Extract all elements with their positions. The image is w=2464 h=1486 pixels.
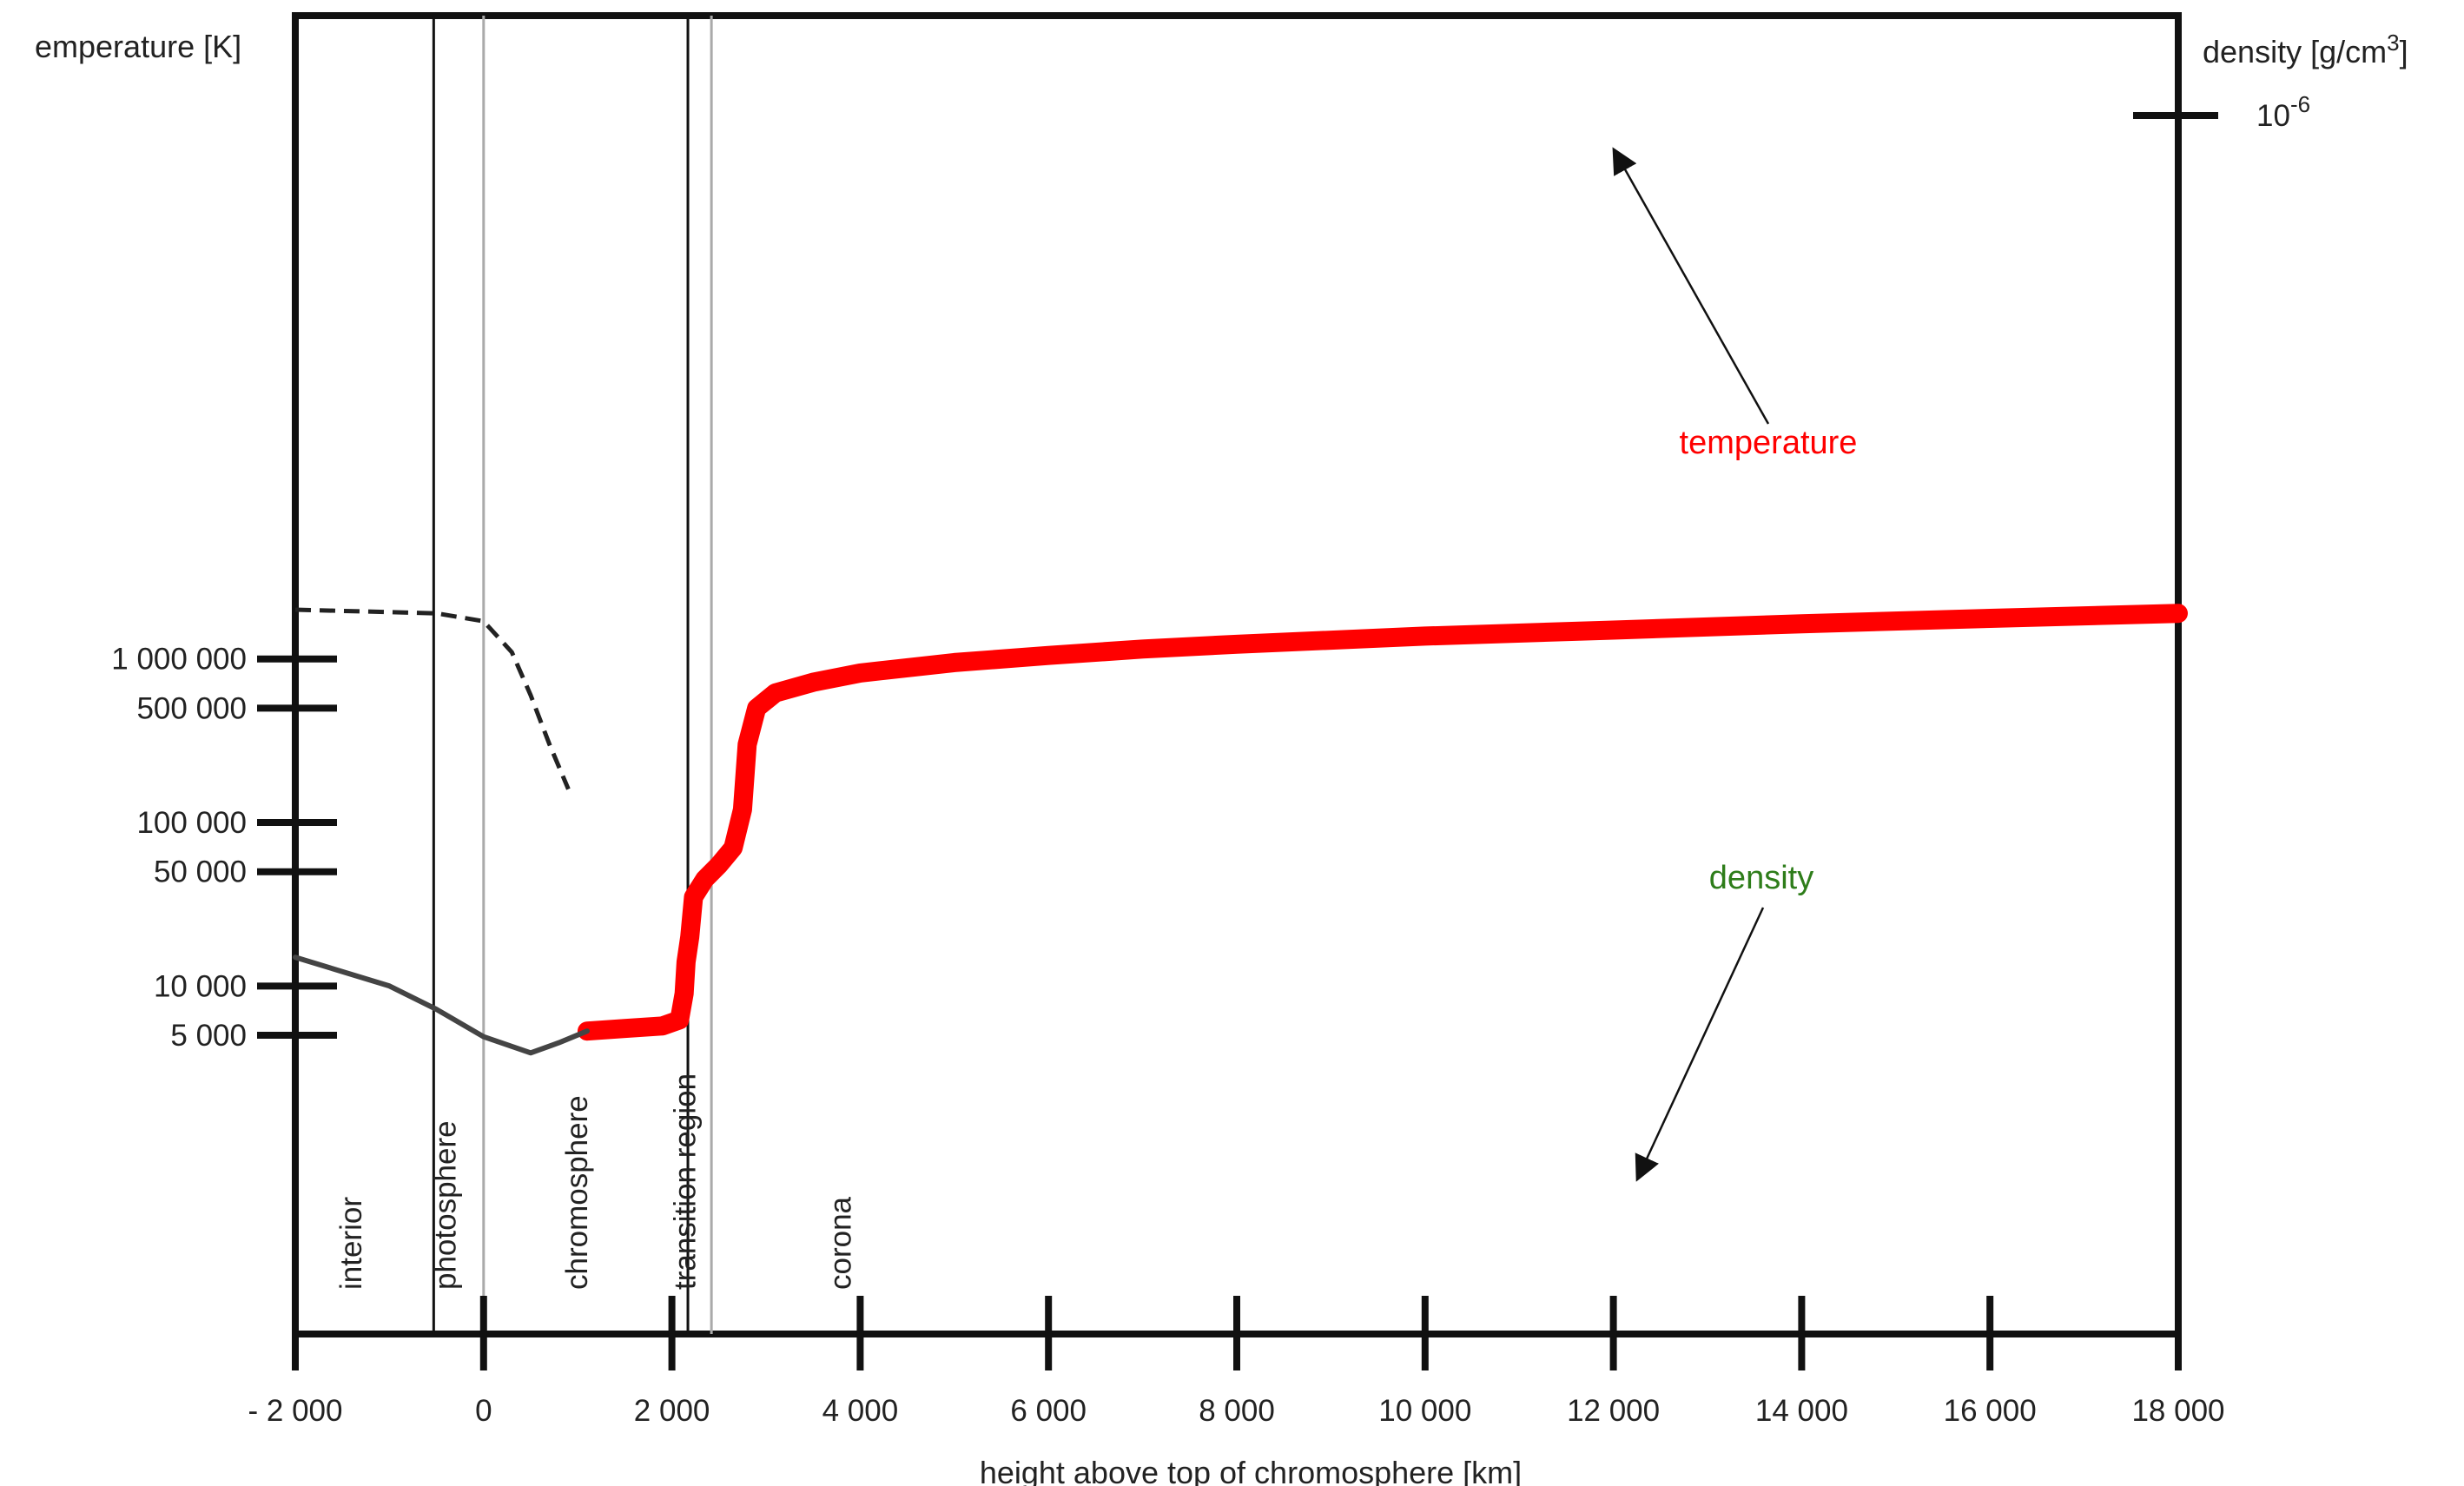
x-axis: - 2 000 0 2 000 4 000 6 000 8 000 10 000 12 000… — [248, 1296, 2225, 1428]
y-left-tick-label-0: 1 000 000 — [111, 643, 247, 677]
y-right-axis-title-sup: 3 — [2387, 30, 2399, 56]
y-left-tick-label-5: 5 000 — [170, 1019, 247, 1053]
region-label-corona: corona — [824, 1196, 858, 1290]
x-tick-label-3: 4 000 — [822, 1394, 899, 1428]
region-label-transition-region: transition region — [669, 1073, 703, 1290]
x-tick-label-10: 18 000 — [2131, 1394, 2224, 1428]
x-tick-label-2: 2 000 — [634, 1394, 710, 1428]
y-right-axis-title-end: ] — [2400, 34, 2408, 69]
y-right-axis-title: density [g/cm3] — [2203, 30, 2408, 69]
region-labels: interior photosphere chromosphere transitio… — [334, 1073, 858, 1290]
series-temperature-model-solid — [293, 954, 590, 1056]
y-left-tick-label-1: 500 000 — [136, 691, 247, 725]
y-right-tick-base-0: 10 — [2256, 99, 2290, 133]
series-layer — [293, 604, 2188, 1056]
annotation-arrow-temperature — [1612, 147, 1770, 425]
series-temperature-model-dashed — [294, 607, 571, 790]
annotations: temperature density — [1612, 147, 1858, 1182]
x-tick-label-5: 8 000 — [1199, 1394, 1275, 1428]
region-boundaries — [432, 16, 713, 1334]
x-tick-label-1: 0 — [475, 1394, 492, 1428]
annotation-label-density: density — [1709, 860, 1813, 896]
x-tick-label-4: 6 000 — [1010, 1394, 1087, 1428]
y-left-tick-label-3: 50 000 — [154, 855, 247, 889]
x-tick-label-0: - 2 000 — [248, 1394, 343, 1428]
x-axis-title: height above top of chromosphere [km] — [980, 1455, 1522, 1486]
y-left-axis: 1 000 000 500 000 100 000 50 000 10 000 5 000 — [111, 643, 337, 1053]
region-label-interior: interior — [334, 1197, 368, 1290]
x-tick-label-7: 12 000 — [1567, 1394, 1660, 1428]
annotation-label-temperature: temperature — [1680, 425, 1858, 461]
y-right-axis-title-base: density [g/cm — [2203, 34, 2387, 69]
y-right-tick-label-0: 10-6 — [2256, 91, 2310, 133]
series-temperature — [578, 604, 2188, 1041]
region-label-chromosphere: chromosphere — [560, 1095, 594, 1290]
y-left-axis-title: emperature [K] — [35, 29, 241, 64]
x-tick-label-6: 10 000 — [1378, 1394, 1471, 1428]
x-tick-label-8: 14 000 — [1755, 1394, 1848, 1428]
y-left-tick-label-4: 10 000 — [154, 969, 247, 1003]
region-label-photosphere: photosphere — [428, 1120, 462, 1290]
annotation-arrow-density — [1635, 907, 1765, 1182]
y-right-tick-exponent-0: -6 — [2290, 91, 2310, 117]
y-left-tick-label-2: 100 000 — [136, 806, 247, 840]
y-right-axis: 10-610-810-1010-1210-1410-1610-18 — [2133, 91, 2310, 133]
x-tick-label-9: 16 000 — [1944, 1394, 2037, 1428]
